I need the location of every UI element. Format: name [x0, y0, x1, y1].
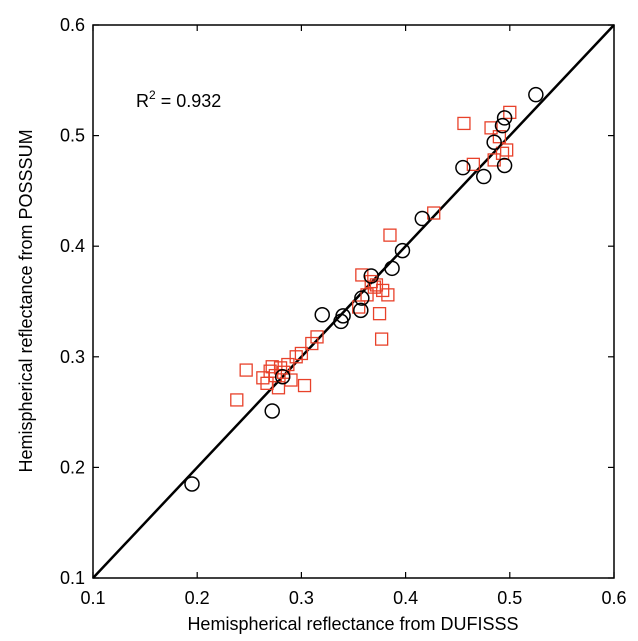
x-tick-label: 0.2 [185, 588, 210, 608]
x-tick-label: 0.4 [393, 588, 418, 608]
y-axis-title: Hemispherical reflectance from POSSSUM [16, 129, 36, 472]
y-tick-labels: 0.1 0.2 0.3 0.4 0.5 0.6 [60, 15, 85, 588]
x-tick-label: 0.5 [497, 588, 522, 608]
x-tick-label: 0.6 [601, 588, 626, 608]
x-tick-label: 0.1 [80, 588, 105, 608]
r-squared-value: = 0.932 [156, 91, 222, 111]
y-tick-label: 0.5 [60, 126, 85, 146]
x-tick-labels: 0.1 0.2 0.3 0.4 0.5 0.6 [80, 588, 626, 608]
r-squared-annotation: R2 = 0.932 [136, 88, 221, 111]
y-tick-label: 0.6 [60, 15, 85, 35]
x-axis-title: Hemispherical reflectance from DUFISSS [187, 614, 518, 634]
r-squared-base: R [136, 91, 149, 111]
y-tick-label: 0.3 [60, 347, 85, 367]
y-tick-label: 0.2 [60, 457, 85, 477]
y-tick-label: 0.1 [60, 568, 85, 588]
x-tick-label: 0.3 [289, 588, 314, 608]
y-tick-label: 0.4 [60, 236, 85, 256]
